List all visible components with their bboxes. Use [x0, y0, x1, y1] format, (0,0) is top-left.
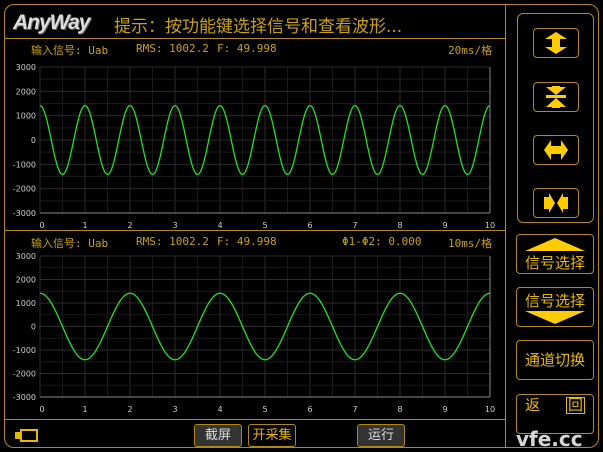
back-label-right: 回 — [565, 396, 585, 414]
horizontal-compress-button[interactable] — [533, 188, 579, 218]
back-label-left: 返 — [525, 396, 541, 414]
y-tick-label: -3000 — [13, 209, 36, 218]
vertical-expand-button[interactable] — [533, 28, 579, 58]
start-capture-button[interactable]: 开采集 — [248, 424, 296, 447]
y-tick-label: 2000 — [16, 276, 36, 285]
plot2-rms: RMS: 1002.2 — [136, 235, 209, 248]
y-tick-label: -1000 — [13, 346, 36, 355]
vertical-compress-button[interactable] — [533, 82, 579, 112]
y-tick-label: 0 — [31, 323, 36, 332]
side-panel: 信号选择 信号选择 通道切换 返 回 — [505, 4, 599, 448]
plot1-header: 输入信号: Uab RMS: 1002.2 F: 49.998 20ms/格 — [5, 41, 505, 57]
hint-text: 提示：按功能键选择信号和查看波形... — [114, 17, 403, 37]
battery-icon — [15, 429, 38, 442]
watermark: vfe.cc — [516, 427, 583, 451]
y-tick-label: 3000 — [16, 63, 36, 72]
x-tick-label: 8 — [397, 405, 402, 414]
horizontal-expand-icon — [544, 140, 568, 160]
horizontal-expand-button[interactable] — [533, 135, 579, 165]
back-button[interactable]: 返 回 — [516, 394, 594, 434]
x-tick-label: 2 — [127, 221, 132, 230]
signal-select-up-label: 信号选择 — [524, 254, 585, 272]
x-tick-label: 4 — [217, 405, 222, 414]
x-tick-label: 10 — [485, 221, 495, 230]
x-tick-label: 6 — [307, 405, 312, 414]
y-tick-label: -1000 — [13, 160, 36, 169]
plot2-signal: 输入信号: Uab — [31, 237, 109, 250]
signal-select-down-label: 信号选择 — [524, 292, 585, 310]
x-tick-label: 3 — [172, 221, 177, 230]
bottom-divider — [5, 419, 505, 420]
y-tick-label: 0 — [31, 136, 36, 145]
screenshot-button[interactable]: 截屏 — [194, 424, 242, 447]
x-tick-label: 5 — [262, 221, 267, 230]
signal-select-down-button[interactable]: 信号选择 — [516, 287, 594, 327]
x-tick-label: 7 — [352, 221, 357, 230]
plot2-freq: F: 49.998 — [217, 235, 277, 248]
x-tick-label: 9 — [442, 221, 447, 230]
triangle-down-icon — [525, 311, 585, 324]
waveform-line — [39, 104, 491, 176]
channel-switch-button[interactable]: 通道切换 — [516, 340, 594, 380]
vertical-expand-icon — [545, 32, 567, 54]
x-tick-label: 8 — [397, 221, 402, 230]
x-tick-label: 4 — [217, 221, 222, 230]
y-tick-label: 1000 — [16, 299, 36, 308]
anyway-logo: AnyWay — [13, 11, 90, 34]
y-tick-label: 1000 — [16, 112, 36, 121]
plot1-signal: 输入信号: Uab — [31, 44, 109, 57]
plot2-phase: Φ1-Φ2: 0.000 — [342, 235, 422, 248]
signal-select-up-button[interactable]: 信号选择 — [516, 234, 594, 274]
x-tick-label: 2 — [127, 405, 132, 414]
x-tick-label: 7 — [352, 405, 357, 414]
y-tick-label: 3000 — [16, 252, 36, 261]
x-tick-label: 10 — [485, 405, 495, 414]
plot2-timebase: 10ms/格 — [448, 237, 493, 250]
plot1-timebase: 20ms/格 — [448, 44, 493, 57]
y-tick-label: -2000 — [13, 370, 36, 379]
waveform-line — [40, 292, 490, 361]
x-tick-label: 3 — [172, 405, 177, 414]
y-tick-label: -3000 — [13, 393, 36, 402]
x-tick-label: 1 — [82, 405, 87, 414]
x-tick-label: 0 — [39, 221, 44, 230]
x-tick-label: 1 — [82, 221, 87, 230]
main-panel: AnyWay 提示：按功能键选择信号和查看波形... 输入信号: Uab RMS… — [4, 4, 506, 448]
plot1-rms: RMS: 1002.2 — [136, 42, 209, 55]
run-button[interactable]: 运行 — [357, 424, 405, 447]
y-tick-label: 2000 — [16, 87, 36, 96]
plot1-freq: F: 49.998 — [217, 42, 277, 55]
zoom-button-group — [517, 13, 594, 223]
vertical-compress-icon — [546, 86, 566, 108]
horizontal-compress-icon — [544, 193, 568, 213]
plot-divider — [5, 230, 505, 231]
y-tick-label: -2000 — [13, 185, 36, 194]
plot2-header: 输入信号: Uab RMS: 1002.2 F: 49.998 Φ1-Φ2: 0… — [5, 234, 505, 250]
x-tick-label: 9 — [442, 405, 447, 414]
bottom-bar: 截屏 开采集 运行 — [5, 420, 505, 448]
x-tick-label: 5 — [262, 405, 267, 414]
x-tick-label: 6 — [307, 221, 312, 230]
x-tick-label: 0 — [39, 405, 44, 414]
triangle-up-icon — [525, 238, 585, 251]
title-bar: AnyWay 提示：按功能键选择信号和查看波形... — [5, 5, 505, 39]
